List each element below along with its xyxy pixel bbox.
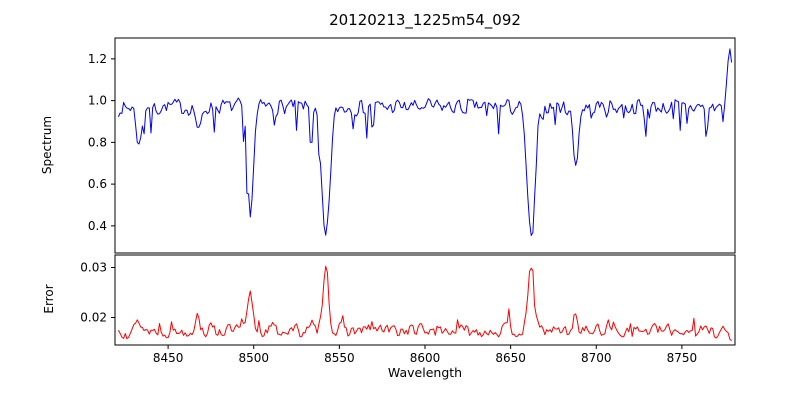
x-tick-label: 8600 [410, 351, 441, 365]
x-tick-label: 8450 [153, 351, 184, 365]
x-tick-label: 8550 [324, 351, 355, 365]
y-tick-label: 0.02 [80, 311, 107, 325]
chart-title: 20120213_1225m54_092 [329, 11, 521, 29]
error-panel [117, 265, 732, 342]
x-tick-label: 8700 [581, 351, 612, 365]
error-line [117, 265, 732, 342]
spectrum-line [117, 48, 733, 236]
x-axis-label: Wavelength [387, 365, 463, 380]
y-tick-label: 0.4 [88, 219, 107, 233]
x-tick-label: 8500 [238, 351, 269, 365]
x-tick-label: 8650 [495, 351, 526, 365]
y-tick-label: 1.2 [88, 52, 107, 66]
y-tick-label: 0.6 [88, 177, 107, 191]
x-tick-label: 8750 [667, 351, 698, 365]
spectrum-panel [117, 48, 733, 236]
y-axis-label-spectrum: Spectrum [40, 115, 54, 175]
y-tick-label: 0.03 [80, 261, 107, 275]
y-tick-label: 1.0 [88, 94, 107, 108]
y-tick-label: 0.8 [88, 135, 107, 149]
panel-border [114, 37, 736, 254]
y-axis-label-error: Error [42, 284, 56, 314]
